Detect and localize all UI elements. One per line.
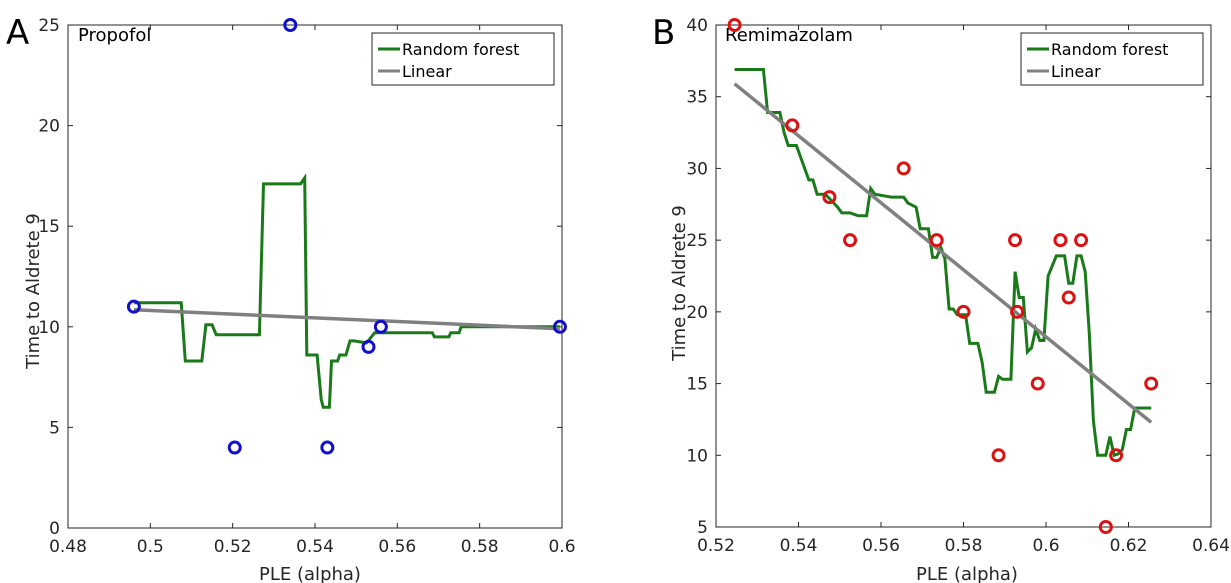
x-axis-label: PLE (alpha)	[259, 564, 361, 583]
x-tick-label: 0.58	[945, 536, 983, 556]
x-tick-label: 0.52	[214, 537, 252, 557]
panel-letter: B	[652, 13, 675, 53]
y-axis-label: Time to Aldrete 9	[23, 213, 44, 370]
data-point	[1061, 290, 1076, 305]
data-point	[956, 304, 971, 319]
x-tick-label: 0.58	[461, 537, 499, 557]
data-point	[1008, 233, 1023, 248]
data-point	[1144, 376, 1159, 391]
y-tick-label: 5	[49, 418, 60, 438]
y-tick-label: 10	[38, 318, 60, 338]
x-tick-label: 0.62	[1110, 536, 1148, 556]
random-forest-line	[734, 68, 1152, 458]
data-point	[373, 319, 388, 334]
random-forest-line	[133, 173, 560, 409]
y-tick-label: 25	[38, 16, 60, 36]
data-point	[1098, 520, 1113, 534]
data-point	[1074, 233, 1089, 248]
legend-label: Random forest	[1051, 40, 1168, 59]
data-point	[1010, 304, 1025, 319]
data-point	[126, 299, 141, 314]
data-point	[1030, 376, 1045, 391]
y-tick-label: 20	[686, 303, 708, 323]
panel-letter: A	[6, 13, 29, 53]
data-point	[896, 161, 911, 176]
y-tick-label: 20	[38, 117, 60, 137]
legend-label: Linear	[1051, 62, 1101, 81]
x-tick-label: 0.48	[49, 537, 87, 557]
legend-box	[371, 32, 555, 86]
data-point	[320, 440, 335, 455]
x-tick-label: 0.56	[862, 536, 900, 556]
x-tick-label: 0.5	[137, 537, 164, 557]
plot-frame	[715, 24, 1212, 528]
y-tick-label: 25	[686, 231, 708, 251]
y-tick-label: 30	[686, 159, 708, 179]
panel-title: Propofol	[78, 25, 151, 46]
legend-label: Linear	[402, 62, 452, 81]
data-point	[785, 118, 800, 133]
y-tick-label: 15	[686, 375, 708, 395]
data-point	[227, 440, 242, 455]
y-tick-label: 40	[686, 16, 708, 36]
data-point	[1109, 448, 1124, 463]
panel-b: B Remimazolam 0.52 0.54 0.56 0.58 0.6 0.62 0.6…	[652, 13, 1230, 583]
panel-title: Remimazolam	[725, 25, 853, 46]
y-tick-label: 0	[49, 519, 60, 539]
legend-box	[1020, 32, 1204, 86]
y-tick-label: 10	[686, 446, 708, 466]
x-axis-label: PLE (alpha)	[916, 564, 1018, 583]
panel-a: A Propofol 0.48 0.5 0.52 0.54 0.56 0.58 0.6 0 5 1…	[6, 13, 576, 583]
data-point	[991, 448, 1006, 463]
y-tick-label: 5	[697, 518, 708, 538]
data-point	[822, 190, 837, 205]
x-tick-label: 0.52	[697, 536, 735, 556]
data-point	[929, 233, 944, 248]
data-point	[727, 18, 742, 32]
y-tick-label: 35	[686, 88, 708, 108]
linear-fit-line	[733, 82, 1153, 424]
data-point	[1053, 233, 1068, 248]
x-tick-label: 0.6	[1032, 536, 1059, 556]
data-point	[283, 18, 298, 32]
legend-label: Random forest	[402, 40, 519, 59]
x-tick-label: 0.6	[548, 537, 575, 557]
x-tick-label: 0.54	[780, 536, 818, 556]
data-point	[361, 339, 376, 354]
data-point	[843, 233, 858, 248]
linear-fit-line	[133, 307, 561, 331]
x-tick-label: 0.56	[378, 537, 416, 557]
plot-frame	[67, 24, 563, 529]
y-tick-label: 15	[38, 217, 60, 237]
data-point	[552, 319, 567, 334]
y-axis-label: Time to Aldrete 9	[669, 205, 690, 362]
x-tick-label: 0.64	[1192, 536, 1230, 556]
x-tick-label: 0.54	[296, 537, 334, 557]
